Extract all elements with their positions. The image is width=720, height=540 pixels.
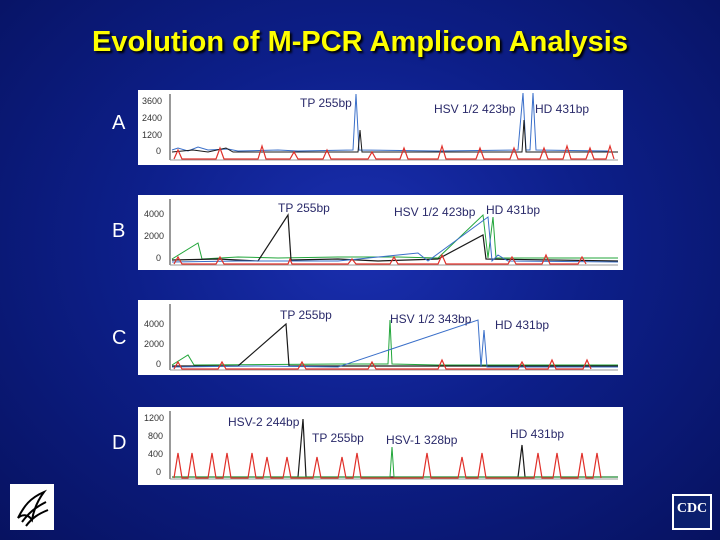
tick-label: 800 [148, 431, 163, 441]
peak-label-tp: TP 255bp [300, 96, 352, 110]
tick-label: 0 [156, 146, 161, 156]
peak-label-hd: HD 431bp [495, 318, 550, 332]
tick-label: 2000 [144, 339, 164, 349]
peak-label-hd: HD 431bp [486, 203, 541, 217]
hhs-eagle-logo-icon [10, 484, 54, 530]
row-label-b: B [112, 220, 126, 242]
electropherogram-panel-b: 4000 2000 0 TP 255bp HSV 1/2 423bp HD 43… [138, 195, 623, 270]
tick-label: 4000 [144, 209, 164, 219]
cdc-logo-icon: CDC [672, 494, 712, 530]
electropherogram-panel-c: 4000 2000 0 TP 255bp HSV 1/2 343bp HD 43… [138, 300, 623, 375]
electropherogram-d-plot: 1200 800 400 0 [144, 411, 618, 480]
peak-label-tp: TP 255bp [312, 431, 364, 445]
peak-label-tp: TP 255bp [278, 201, 330, 215]
electropherogram-c-plot: 4000 2000 0 [144, 304, 618, 371]
peak-label-hsv: HSV 1/2 343bp [390, 312, 472, 326]
peak-label-hd: HD 431bp [535, 102, 590, 116]
row-label-c: C [112, 327, 127, 349]
peak-label-tp: TP 255bp [280, 308, 332, 322]
tick-label: 0 [156, 359, 161, 369]
tick-label: 1200 [142, 130, 162, 140]
row-label-d: D [112, 432, 127, 454]
tick-label: 400 [148, 449, 163, 459]
row-label-a: A [112, 112, 126, 134]
tick-label: 2000 [144, 231, 164, 241]
tick-label: 0 [156, 253, 161, 263]
electropherogram-a-plot: 3600 2400 1200 0 [142, 92, 618, 161]
electropherogram-panel-d: 1200 800 400 0 HSV-2 244bp TP 255bp HSV-… [138, 407, 623, 485]
tick-label: 2400 [142, 113, 162, 123]
peak-label-hd: HD 431bp [510, 427, 565, 441]
peak-label-hsv: HSV 1/2 423bp [434, 102, 516, 116]
electropherogram-b-plot: 4000 2000 0 [144, 199, 619, 266]
peak-label-hsv: HSV 1/2 423bp [394, 205, 476, 219]
tick-label: 4000 [144, 319, 164, 329]
tick-label: 3600 [142, 96, 162, 106]
slide-title: Evolution of M-PCR Amplicon Analysis [92, 26, 628, 58]
tick-label: 1200 [144, 413, 164, 423]
peak-label-hsv2: HSV-2 244bp [228, 415, 300, 429]
cdc-logo-text: CDC [676, 501, 708, 516]
tick-label: 0 [156, 467, 161, 477]
electropherogram-panel-a: 3600 2400 1200 0 TP 255bp HSV 1/2 423bp … [138, 90, 623, 165]
peak-label-hsv1: HSV-1 328bp [386, 433, 458, 447]
